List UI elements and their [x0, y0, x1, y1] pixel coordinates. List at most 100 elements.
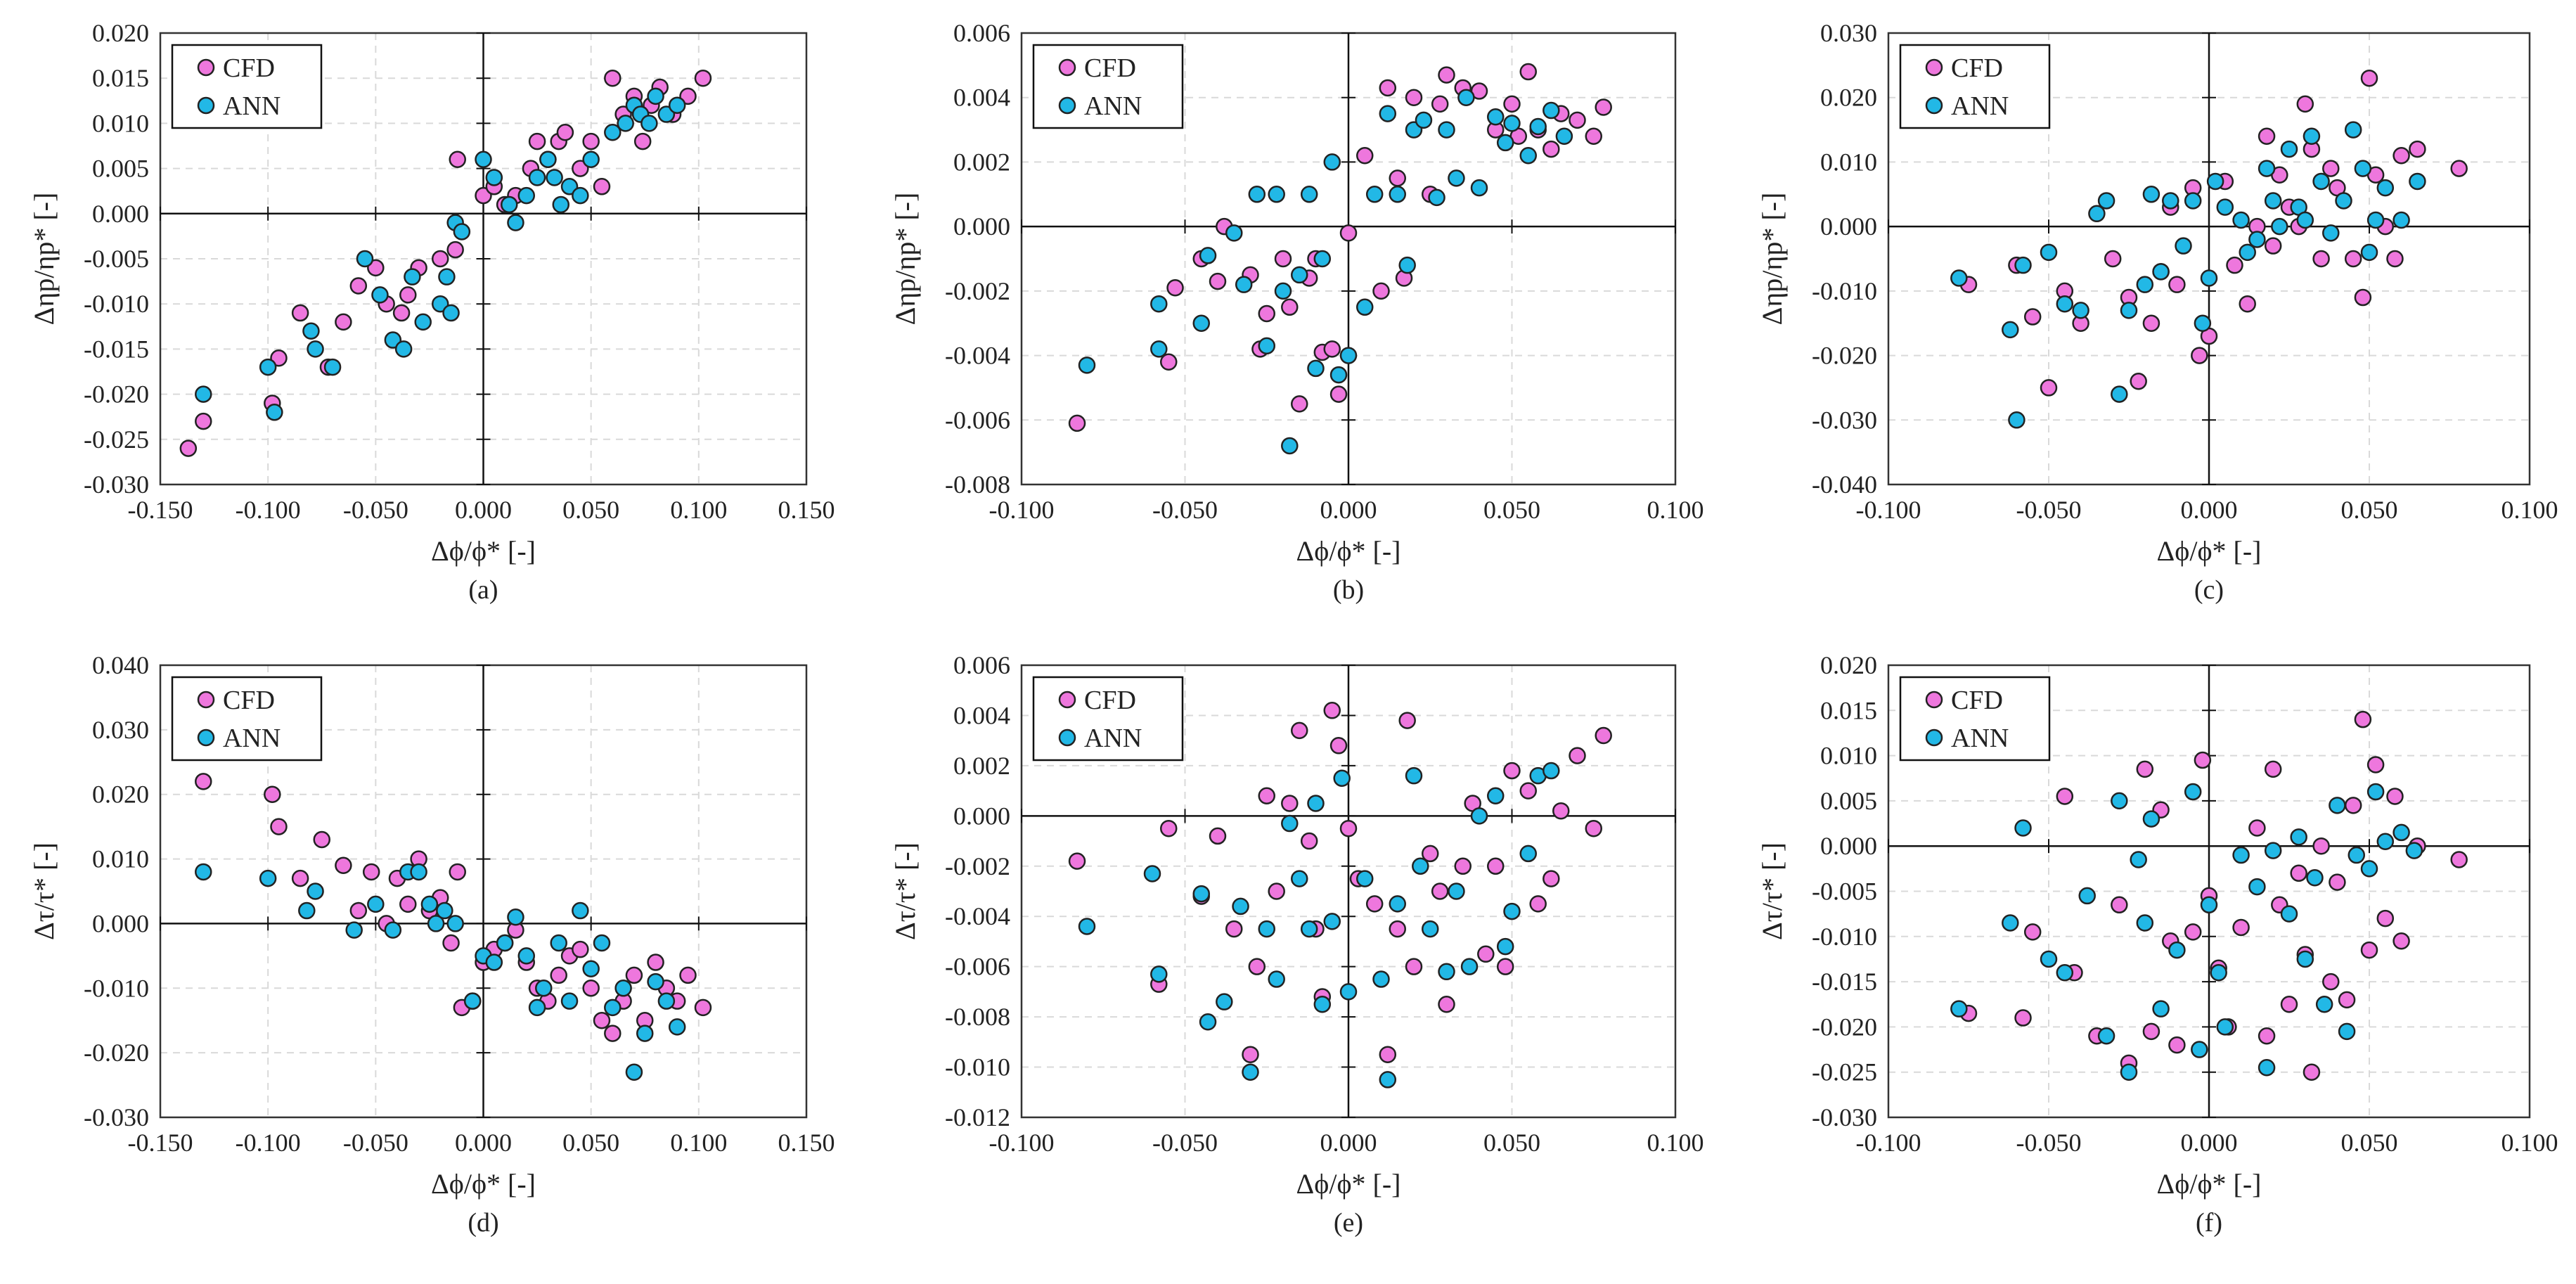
chart-2-cfd-point	[2386, 250, 2404, 268]
chart-1-legend-marker-ann	[1058, 96, 1076, 115]
chart-0-ann-point	[384, 331, 402, 349]
chart-0-ann-point	[507, 214, 524, 231]
chart-4-cfd-point	[1258, 787, 1275, 805]
chart-3-cfd-point	[449, 863, 466, 881]
chart-5-ann-point	[2056, 963, 2074, 982]
chart-0-ann-point	[356, 250, 374, 268]
chart-1-cfd-point	[1543, 140, 1560, 158]
chart-5-cfd-point	[2312, 837, 2330, 855]
chart-4-cfd-point	[1209, 827, 1227, 845]
chart-2-y-tick-label: 0.020	[1820, 84, 1877, 112]
chart-3-cfd-point	[582, 980, 600, 997]
chart-1-ann-point	[1235, 276, 1253, 293]
chart-2-cfd-point	[2142, 314, 2160, 332]
chart-0-ann-point	[475, 150, 492, 169]
chart-1-y-tick-label: 0.002	[953, 148, 1010, 176]
chart-1-cfd-point	[1258, 304, 1275, 323]
chart-3-ann-point	[517, 947, 536, 965]
chart-5-ann-point	[2111, 792, 2128, 810]
chart-4-ann-point	[1372, 970, 1390, 988]
chart-2-ann-point	[2056, 295, 2074, 313]
chart-0-cfd-point	[475, 186, 492, 205]
chart-2-cfd-point	[2344, 250, 2362, 268]
chart-5-ann-point	[2200, 896, 2218, 914]
chart-5-ann-point	[2152, 1000, 2170, 1017]
chart-2: -0.100 -0.050 0.000 0.050 0.100 0.030 0.020 0.0…	[1756, 19, 2558, 605]
chart-5-ann-point	[2360, 860, 2378, 878]
chart-3-y-tick-label: 0.010	[92, 845, 149, 873]
chart-4-ann-point	[1192, 885, 1210, 903]
chart-5-ann-point	[2191, 1041, 2208, 1058]
chart-4-cfd-point	[1242, 1046, 1259, 1063]
chart-5-ann-point	[2296, 950, 2314, 968]
chart-5-legend-label-cfd: CFD	[1951, 686, 2003, 715]
chart-4-ann-point	[1503, 902, 1521, 920]
chart-2-cfd-point	[2360, 69, 2378, 87]
chart-3-ann-point	[657, 992, 676, 1010]
chart-1-ann-point	[1291, 266, 1308, 284]
chart-3-cfd-point	[679, 966, 697, 984]
chart-1-x-axis-title: Δϕ/ϕ* [-]	[1296, 535, 1401, 567]
chart-3-cfd-point	[550, 966, 567, 984]
chart-1-ann-point	[1078, 357, 1096, 374]
chart-1-cfd-point	[1372, 282, 1390, 300]
chart-0-legend-marker-ann	[197, 96, 215, 115]
chart-1-cfd-point	[1585, 127, 1602, 145]
chart-2-ann-point	[2040, 243, 2058, 262]
chart-0-y-tick-label: -0.015	[84, 335, 149, 363]
chart-3-y-axis-title: Δτ/τ* [-]	[28, 842, 60, 940]
chart-2-ann-point	[2002, 321, 2019, 339]
chart-1-cfd-point	[1438, 66, 1455, 84]
chart-5-y-tick-label: -0.025	[1812, 1058, 1877, 1086]
chart-2-cfd-point	[2191, 347, 2208, 364]
chart-2-ann-point	[2376, 179, 2395, 197]
chart-2-ann-point	[2354, 160, 2372, 177]
chart-4-cfd-point	[1300, 832, 1318, 850]
chart-0-cfd-point	[528, 132, 546, 150]
chart-0-ann-point	[323, 358, 342, 376]
chart-2-legend-label-ann: ANN	[1951, 91, 2009, 121]
chart-4-ann-point	[1242, 1063, 1259, 1081]
chart-0-panel-label: (a)	[468, 575, 498, 605]
chart-0-cfd-point	[179, 439, 198, 457]
chart-2-ann-point	[2366, 211, 2385, 229]
chart-5-cfd-point	[2322, 972, 2340, 991]
chart-5-ann-point	[2142, 810, 2160, 828]
chart-2-ann-point	[2344, 121, 2362, 139]
chart-4-cfd-point	[1365, 895, 1384, 913]
chart-5-y-tick-label: -0.005	[1812, 878, 1877, 906]
chart-5-legend-marker-ann	[1925, 728, 1943, 747]
chart-0-y-tick-label: 0.020	[92, 19, 149, 47]
chart-1-ann-point	[1268, 186, 1285, 203]
chart-2-ann-point	[2175, 237, 2192, 255]
chart-3-cfd-point	[362, 863, 380, 881]
chart-5-y-tick-label: -0.010	[1812, 923, 1877, 951]
chart-5-cfd-point	[2056, 788, 2074, 805]
chart-3-x-tick-label: -0.050	[343, 1129, 408, 1157]
chart-3-ann-point	[625, 1063, 643, 1081]
chart-2-ann-point	[2194, 314, 2212, 332]
chart-0-legend-label-ann: ANN	[223, 91, 281, 121]
chart-4-ann-point	[1199, 1013, 1217, 1031]
chart-3-legend-marker-cfd	[197, 691, 215, 709]
chart-1-panel-label: (b)	[1333, 575, 1364, 605]
chart-5-y-tick-label: 0.000	[1820, 832, 1877, 860]
chart-0-ann-point	[517, 186, 536, 205]
chart-1-y-tick-label: 0.004	[953, 84, 1010, 112]
chart-5-x-tick-label: 0.050	[2341, 1129, 2398, 1157]
chart-4-cfd-point	[1323, 702, 1341, 719]
chart-2-ann-point	[2097, 192, 2115, 210]
chart-2-ann-point	[2296, 211, 2314, 229]
chart-5-ann-point	[2306, 868, 2324, 887]
chart-0-ann-point	[617, 115, 634, 132]
chart-4-y-tick-label: 0.002	[953, 752, 1010, 780]
chart-4-x-tick-label: 0.000	[1320, 1129, 1377, 1157]
chart-2-ann-point	[2322, 224, 2340, 242]
chart-0-y-tick-label: -0.030	[84, 470, 149, 499]
chart-2-legend-label-cfd: CFD	[1951, 53, 2003, 83]
chart-3-ann-point	[496, 934, 514, 952]
chart-4-ann-point	[1487, 787, 1505, 805]
chart-1-ann-point	[1274, 282, 1292, 300]
chart-0-cfd-point	[291, 304, 309, 322]
